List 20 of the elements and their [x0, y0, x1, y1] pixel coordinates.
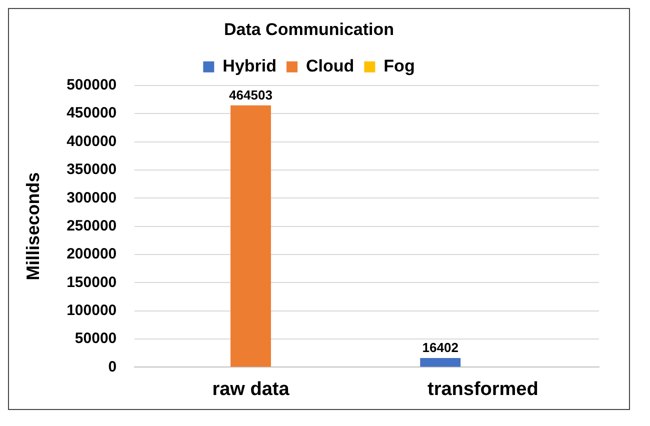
- y-tick-label: 450000: [66, 104, 117, 122]
- chart-title: Data Communication: [224, 20, 394, 39]
- y-tick-label: 100000: [66, 302, 117, 319]
- legend-label: Hybrid: [222, 56, 277, 76]
- y-tick-label: 150000: [66, 274, 117, 291]
- data-label: 464503: [229, 87, 272, 102]
- data-label: 16402: [422, 340, 458, 356]
- legend-label: Cloud: [306, 56, 354, 76]
- y-tick-label: 400000: [66, 132, 117, 150]
- y-axis-title: Milliseconds: [22, 172, 43, 280]
- y-tick-label: 300000: [66, 189, 117, 206]
- y-tick-label: 50000: [74, 330, 117, 348]
- x-tick-label: transformed: [427, 378, 538, 400]
- x-tick-label: raw data: [212, 378, 290, 400]
- y-tick-label: 350000: [66, 161, 117, 178]
- y-tick-label: 0: [108, 358, 117, 376]
- y-tick-label: 200000: [66, 246, 117, 263]
- y-tick-label: 250000: [66, 217, 117, 234]
- legend-label: Fog: [384, 56, 415, 76]
- y-tick-label: 500000: [66, 76, 117, 94]
